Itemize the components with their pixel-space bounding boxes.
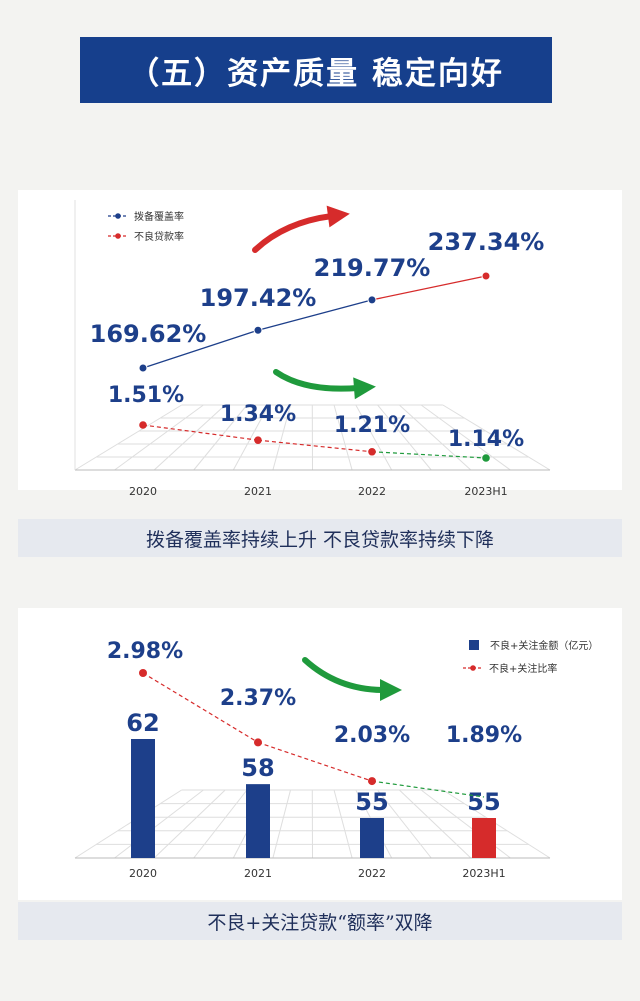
chart2-ratio-point xyxy=(139,669,147,677)
chart1-npl-point xyxy=(482,454,490,462)
chart2-grid-v xyxy=(114,789,204,859)
chart1-legend-coverage-marker xyxy=(115,213,121,219)
chart1-grid-v xyxy=(153,404,226,471)
chart1-x-tick: 2023H1 xyxy=(464,485,507,498)
chart1-legend-npl-marker xyxy=(115,233,121,239)
chart1-npl-label: 1.51% xyxy=(108,383,184,408)
chart2-bar xyxy=(360,818,384,858)
chart2-grid-v xyxy=(377,789,432,859)
chart1-grid-v xyxy=(232,404,270,471)
chart2-ratio-label: 1.89% xyxy=(446,723,522,748)
chart2-ratio-label: 2.37% xyxy=(220,686,296,711)
chart2-legend-amount-swatch xyxy=(469,640,479,650)
chart2-bar-label: 58 xyxy=(241,754,274,782)
chart1-grid-v xyxy=(399,404,472,471)
page-title: （五）资产质量 稳定向好 xyxy=(80,37,552,103)
chart2-caption: 不良+关注贷款“额率”双降 xyxy=(18,902,622,940)
chart2-ratio-point xyxy=(368,777,376,786)
chart2-bar xyxy=(131,739,155,858)
chart2-bar xyxy=(246,784,270,858)
chart1-npl-segment xyxy=(257,439,373,453)
chart1-coverage-point xyxy=(481,271,491,281)
chart1-npl-segment xyxy=(142,424,259,441)
chart1-legend-npl-label: 不良贷款率 xyxy=(134,230,184,243)
chart1-grid-v xyxy=(442,404,551,471)
chart2-ratio-label: 2.98% xyxy=(107,639,183,664)
chart2-x-tick: 2020 xyxy=(129,867,157,880)
chart2-bar-label: 55 xyxy=(467,788,500,816)
chart1-x-tick: 2021 xyxy=(244,485,272,498)
chart1-grid-v xyxy=(193,404,248,471)
chart1-coverage-label: 197.42% xyxy=(200,284,317,312)
chart1-grid-v xyxy=(355,404,393,471)
chart1-panel xyxy=(18,190,622,490)
chart1-grid-v xyxy=(74,404,182,471)
chart2-ratio-segment xyxy=(257,741,373,782)
chart1-coverage-label: 237.34% xyxy=(428,228,545,256)
chart2-legend-ratio-label: 不良+关注比率 xyxy=(489,662,557,675)
chart2-npl-watch-loans: 2020 2021 2022 2023H1 62 58 55 55 2.98% 2.37% 2.03… xyxy=(74,639,598,880)
chart1-coverage-point xyxy=(138,363,148,373)
chart2-x-tick: 2022 xyxy=(358,867,386,880)
chart2-grid-v xyxy=(193,789,248,859)
chart2-ratio-segment xyxy=(371,780,485,798)
chart1-x-tick: 2020 xyxy=(129,485,157,498)
chart2-down-arrow-body xyxy=(302,657,387,693)
chart2-bar-label: 55 xyxy=(355,788,388,816)
chart1-coverage-segment xyxy=(371,275,487,301)
chart1-npl-label: 1.21% xyxy=(334,413,410,438)
chart2-ratio-point xyxy=(254,738,262,747)
chart1-legend-coverage-label: 拨备覆盖率 xyxy=(134,210,184,223)
chart1-caption: 拨备覆盖率持续上升 不良贷款率持续下降 xyxy=(18,519,622,557)
chart2-bar xyxy=(472,818,496,858)
chart1-coverage-label: 219.77% xyxy=(314,254,431,282)
chart2-grid-v xyxy=(74,789,182,859)
chart1-grid-v xyxy=(272,404,291,471)
chart2-grid-v xyxy=(442,789,551,859)
chart2-grid-v xyxy=(272,789,291,859)
chart2-panel xyxy=(18,608,622,900)
chart1-coverage-point xyxy=(367,295,377,305)
chart2-grid-v xyxy=(153,789,226,859)
chart1-up-arrow-head xyxy=(326,205,350,228)
chart1-grid-v xyxy=(377,404,432,471)
chart1-coverage-segment xyxy=(257,299,373,331)
chart2-x-tick: 2023H1 xyxy=(462,867,505,880)
chart1-npl-label: 1.34% xyxy=(220,402,296,427)
chart1-provision-npl: 2020 2021 2022 2023H1 169.62% 197.42%219.77%2… xyxy=(74,200,551,498)
chart1-npl-point xyxy=(368,447,376,456)
chart1-grid-v xyxy=(114,404,204,471)
chart2-grid-v xyxy=(399,789,472,859)
chart2-legend-ratio-marker xyxy=(470,665,476,671)
chart2-x-tick: 2021 xyxy=(244,867,272,880)
chart1-coverage-segment xyxy=(142,329,259,369)
chart1-x-tick: 2022 xyxy=(358,485,386,498)
chart2-grid-v xyxy=(333,789,353,859)
chart1-npl-point xyxy=(139,421,147,429)
chart1-npl-segment xyxy=(371,451,487,459)
chart2-ratio-segment xyxy=(142,672,259,743)
chart1-down-arrow-body xyxy=(273,369,361,392)
chart1-grid-v xyxy=(333,404,353,471)
chart1-down-arrow-head xyxy=(353,377,376,400)
chart2-legend-amount-label: 不良+关注金额（亿元） xyxy=(490,639,598,652)
chart2-ratio-label: 2.03% xyxy=(334,723,410,748)
chart1-coverage-point xyxy=(253,325,263,335)
chart1-npl-label: 1.14% xyxy=(448,427,524,452)
chart1-up-arrow-body xyxy=(252,213,335,253)
chart2-bar-label: 62 xyxy=(126,709,159,737)
chart1-coverage-label: 169.62% xyxy=(90,320,207,348)
chart2-down-arrow-head xyxy=(380,679,402,701)
chart1-npl-point xyxy=(254,436,262,444)
chart1-grid-v xyxy=(420,404,511,471)
